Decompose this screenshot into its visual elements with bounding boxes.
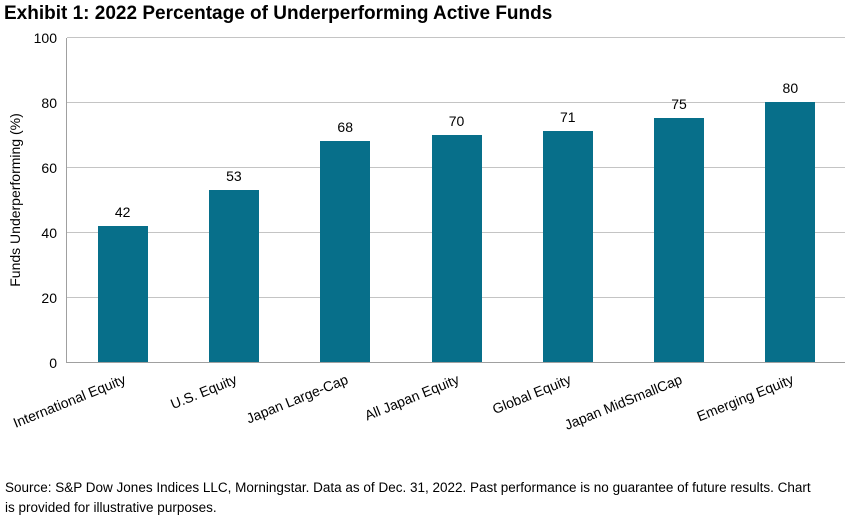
y-tick-label: 60 — [41, 160, 57, 176]
y-tick-label: 0 — [49, 355, 57, 371]
source-note: Source: S&P Dow Jones Indices LLC, Morni… — [5, 480, 811, 515]
x-axis-label: U.S. Equity — [167, 371, 239, 413]
bar — [542, 131, 593, 362]
bar-value-label: 68 — [337, 119, 353, 135]
x-axis-label: Japan MidSmallCap — [561, 371, 685, 433]
y-tick-label: 80 — [41, 95, 57, 111]
plot-area: 42 53 68 70 71 75 80 — [66, 37, 845, 363]
bar-value-label: 80 — [782, 80, 799, 96]
x-axis-label: All Japan Equity — [362, 371, 462, 424]
x-axis-label: International Equity — [10, 371, 128, 431]
bar — [320, 141, 371, 362]
bar — [765, 102, 816, 362]
x-axis-label: Global Equity — [489, 371, 573, 418]
x-axis-label: Emerging Equity — [694, 371, 796, 425]
gridline — [67, 37, 845, 38]
bar-value-label: 53 — [226, 167, 242, 184]
y-axis-title: Funds Underperforming (%) — [7, 113, 23, 287]
bar-value-label: 75 — [671, 96, 687, 113]
y-tick-label: 100 — [33, 30, 57, 46]
gridline — [67, 102, 845, 103]
bar — [431, 134, 482, 362]
x-axis-label: Japan Large-Cap — [243, 371, 351, 427]
bar — [208, 189, 259, 362]
bar-value-label: 70 — [448, 112, 465, 129]
bar-value-label: 42 — [114, 203, 131, 220]
bar — [654, 118, 705, 362]
bar — [97, 225, 148, 362]
chart-title: Exhibit 1: 2022 Percentage of Underperfo… — [4, 3, 553, 24]
y-tick-label: 20 — [41, 290, 57, 306]
y-tick-label: 40 — [41, 225, 57, 241]
bar-value-label: 71 — [559, 109, 576, 126]
